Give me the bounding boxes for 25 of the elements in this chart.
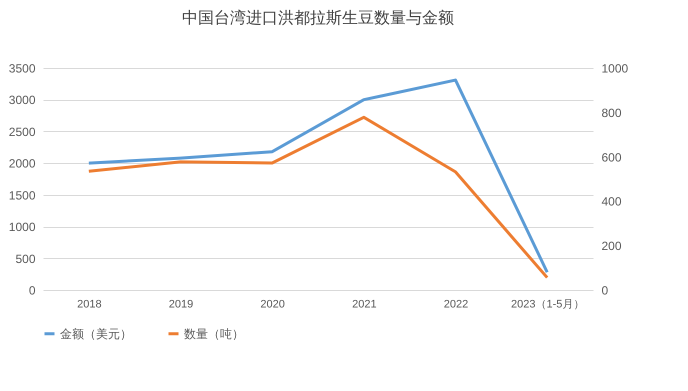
- line-series: [87, 116, 549, 280]
- legend-label: 数量（吨）: [184, 326, 244, 341]
- x-tick-label: 2022: [444, 298, 468, 310]
- y-tick-label: 2500: [8, 124, 36, 139]
- legend-label: 金额（美元）: [60, 326, 132, 341]
- y2-tick-label: 200: [602, 239, 622, 254]
- chart-title: 中国台湾进口洪都拉斯生豆数量与金额: [182, 9, 454, 27]
- line-series: [87, 78, 549, 274]
- y2-tick-label: 800: [602, 106, 622, 120]
- y-tick-label: 500: [15, 252, 36, 266]
- x-tick-label: 2018: [77, 298, 102, 310]
- x-tick-label: 2019: [168, 298, 194, 310]
- y-tick-label: 0: [28, 284, 36, 298]
- y2-tick-label: 400: [602, 194, 622, 209]
- y-tick-label: 1000: [8, 220, 36, 234]
- y2-tick-label: 1000: [602, 62, 629, 76]
- x-tick-label: 2020: [260, 298, 285, 310]
- y2-tick-label: 0: [602, 284, 608, 298]
- y-tick-label: 3000: [8, 93, 36, 108]
- y-tick-label: 1500: [8, 188, 36, 202]
- y-tick-label: 3500: [8, 62, 36, 76]
- y-tick-label: 2000: [8, 156, 36, 171]
- x-tick-label: 2021: [352, 298, 377, 310]
- x-tick-label: 2023（1-5月）: [510, 298, 584, 310]
- y2-tick-label: 600: [602, 150, 622, 164]
